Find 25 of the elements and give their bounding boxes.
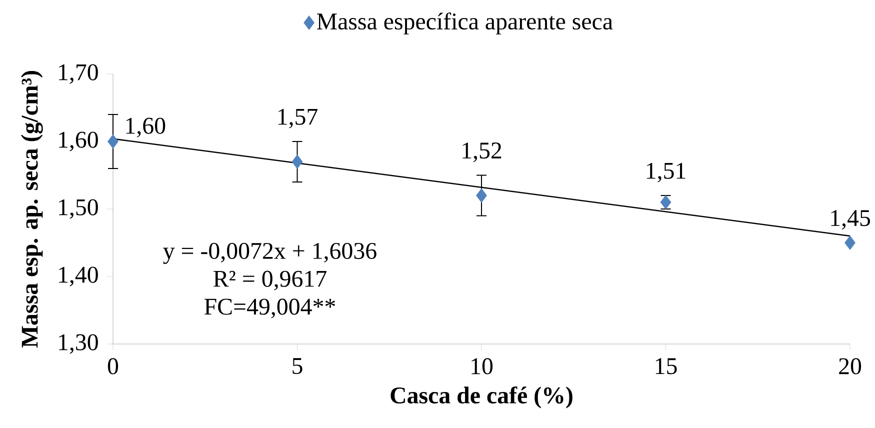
point bbox=[292, 154, 303, 169]
data-label: 1,57 bbox=[278, 108, 318, 128]
y-tick-label: 1,60 bbox=[59, 132, 98, 152]
y-tick-label: 1,70 bbox=[59, 64, 98, 84]
y-tick-label: 1,40 bbox=[59, 266, 98, 286]
annotation: FC=49,004** bbox=[204, 298, 336, 318]
x-tick-label: 10 bbox=[472, 358, 493, 374]
data-label: 1,45 bbox=[831, 210, 870, 230]
x-tick-label: 20 bbox=[839, 358, 862, 374]
data-label: 1,60 bbox=[126, 118, 166, 138]
x-axis-title: Casca de café (%) bbox=[390, 386, 572, 408]
x-tick-label: 15 bbox=[656, 358, 677, 374]
point bbox=[476, 188, 487, 203]
y-tick-label: 1,50 bbox=[59, 199, 98, 219]
annotation: y = -0,0072x + 1,6036 bbox=[163, 242, 376, 264]
y-tick-label: 1,30 bbox=[59, 334, 98, 354]
legend-label: Massa específica aparente seca bbox=[316, 12, 613, 34]
x-tick-label: 5 bbox=[292, 358, 302, 374]
annotation: R² = 0,9617 bbox=[214, 270, 326, 290]
data-label: 1,51 bbox=[646, 162, 686, 182]
x-tick-label: 0 bbox=[108, 358, 118, 374]
y-axis-title: Massa esp. ap. seca (g/cm³) bbox=[20, 71, 43, 348]
data-label: 1,52 bbox=[462, 142, 502, 162]
point bbox=[844, 236, 856, 250]
point bbox=[108, 134, 118, 149]
